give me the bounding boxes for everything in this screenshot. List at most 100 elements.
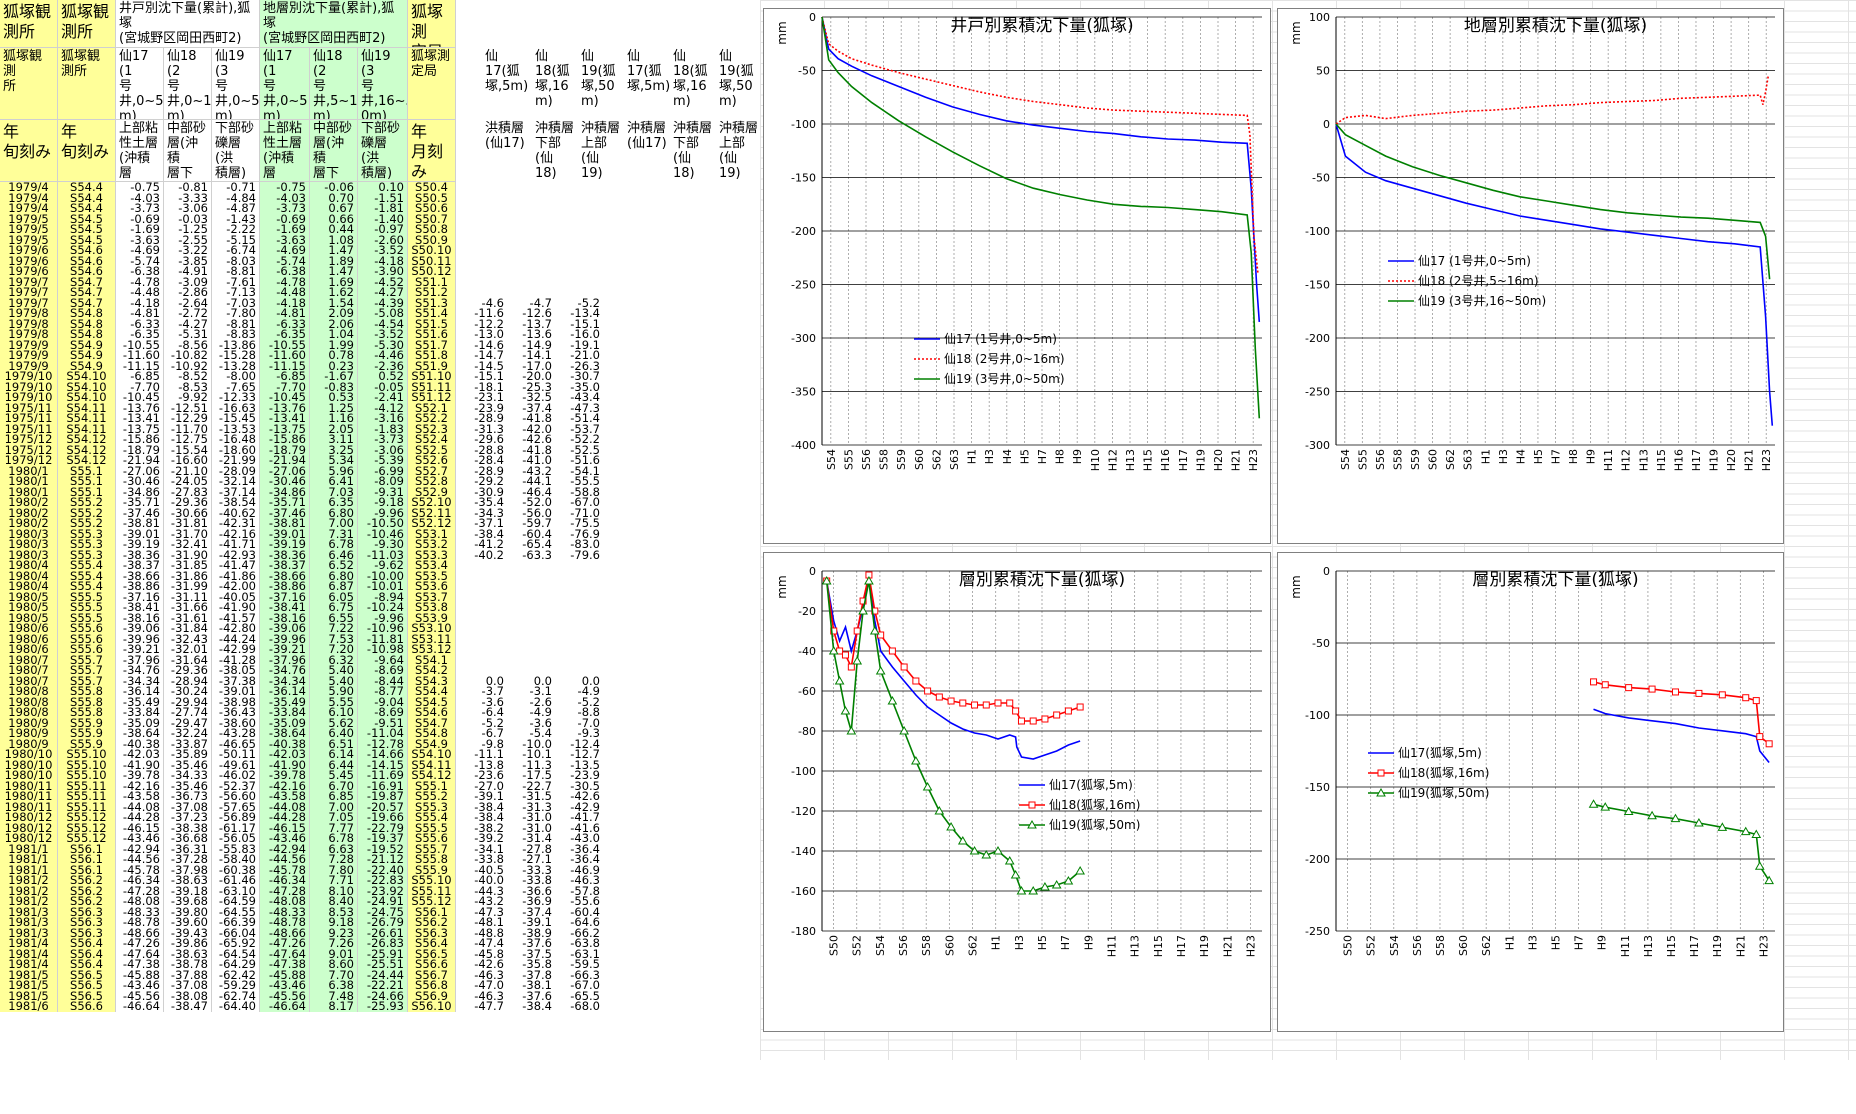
table-cell[interactable]: 1980/10	[0, 749, 58, 760]
table-cell[interactable]: -41.8	[522, 411, 552, 425]
table-cell[interactable]: -66.2	[570, 925, 600, 940]
table-cell[interactable]: -16.63	[212, 402, 260, 413]
table-cell[interactable]: 2.09	[310, 308, 358, 319]
table-cell[interactable]: -3.52	[358, 329, 408, 340]
table-cell[interactable]: -24.75	[358, 906, 408, 917]
table-cell[interactable]: -64.54	[212, 948, 260, 959]
table-cell[interactable]: -52.37	[212, 780, 260, 791]
table-cell[interactable]: -21.94	[260, 455, 310, 466]
header-cell[interactable]: 年 旬刻み	[58, 120, 116, 182]
table-cell[interactable]: -0.05	[358, 381, 408, 392]
table-cell[interactable]: S54.11	[58, 423, 116, 434]
table-cell[interactable]: S50.9	[408, 234, 456, 245]
table-cell[interactable]: -43.58	[116, 791, 164, 802]
table-cell[interactable]: -20.57	[358, 801, 408, 812]
table-cell[interactable]: 1980/1	[0, 465, 58, 476]
table-cell[interactable]: -38.64	[260, 728, 310, 739]
table-cell[interactable]: S55.7	[58, 675, 116, 686]
table-cell[interactable]: -13.41	[260, 413, 310, 424]
table-cell[interactable]: -39.01	[212, 686, 260, 697]
table-cell[interactable]: -44.28	[260, 812, 310, 823]
table-cell[interactable]: -35.09	[260, 717, 310, 728]
table-cell[interactable]: 1980/7	[0, 675, 58, 686]
table-cell[interactable]: -47.64	[116, 948, 164, 959]
table-cell[interactable]: 0.53	[310, 392, 358, 403]
table-cell[interactable]: 1979/10	[0, 371, 58, 382]
table-cell[interactable]: -58.40	[212, 854, 260, 865]
table-cell[interactable]: 1.25	[310, 402, 358, 413]
table-cell[interactable]: 6.44	[310, 759, 358, 770]
table-cell[interactable]: -5.15	[212, 234, 260, 245]
table-cell[interactable]: S53.11	[408, 633, 456, 644]
table-cell[interactable]: 1979/7	[0, 287, 58, 298]
table-cell[interactable]: -67.0	[570, 495, 600, 509]
table-cell[interactable]: 1980/9	[0, 717, 58, 728]
table-cell[interactable]: -10.1	[522, 747, 552, 761]
table-cell[interactable]: -35.71	[116, 497, 164, 508]
table-cell[interactable]: S51.5	[408, 318, 456, 329]
table-cell[interactable]: -10.50	[358, 518, 408, 529]
table-cell[interactable]: -31.64	[164, 654, 212, 665]
table-cell[interactable]: -11.70	[164, 423, 212, 434]
table-cell[interactable]: -63.1	[570, 946, 600, 961]
table-cell[interactable]: -65.5	[570, 988, 600, 1003]
table-cell[interactable]: -52.0	[522, 495, 552, 509]
table-cell[interactable]: S56.3	[58, 906, 116, 917]
chart-well-cumulative[interactable]: S54 S55 S56 S58 S59 S60 S62 S63 H1 H3 H4 H5 H7 H8 H9 H1…	[763, 8, 1271, 544]
header-cell[interactable]: 年 月刻み	[408, 120, 456, 182]
table-cell[interactable]: -25.51	[358, 959, 408, 970]
table-cell[interactable]: -44.1	[522, 474, 552, 488]
table-cell[interactable]: 0.70	[310, 192, 358, 203]
header-cell[interactable]: 狐塚観 測所	[58, 48, 116, 120]
table-cell[interactable]: -12.6	[522, 306, 552, 320]
table-cell[interactable]: -47.0	[474, 978, 504, 992]
table-cell[interactable]: S52.4	[408, 434, 456, 445]
table-cell[interactable]: -13.53	[212, 423, 260, 434]
table-cell[interactable]: 1980/8	[0, 707, 58, 718]
table-cell[interactable]: -60.4	[570, 904, 600, 919]
table-cell[interactable]: -13.86	[212, 339, 260, 350]
table-cell[interactable]: -31.81	[164, 518, 212, 529]
table-cell[interactable]: -42.94	[116, 843, 164, 854]
table-cell[interactable]: -4.91	[164, 266, 212, 277]
table-cell[interactable]: S55.9	[408, 864, 456, 875]
table-cell[interactable]: S55.3	[58, 549, 116, 560]
table-cell[interactable]: -22.21	[358, 980, 408, 991]
table-cell[interactable]: -23.92	[358, 885, 408, 896]
table-cell[interactable]: -7.70	[116, 381, 164, 392]
table-cell[interactable]: -13.8	[474, 757, 504, 772]
table-cell[interactable]: -3.63	[260, 234, 310, 245]
table-cell[interactable]: -44.24	[212, 633, 260, 644]
table-cell[interactable]: -48.78	[116, 917, 164, 928]
table-cell[interactable]: -31.90	[164, 549, 212, 560]
table-cell[interactable]: -47.28	[260, 885, 310, 896]
table-cell[interactable]: -47.7	[474, 999, 504, 1013]
table-cell[interactable]: -30.24	[164, 686, 212, 697]
table-cell[interactable]: -4.9	[577, 684, 600, 698]
table-cell[interactable]: -22.40	[358, 864, 408, 875]
table-cell[interactable]: 1980/5	[0, 591, 58, 602]
table-cell[interactable]: -38.37	[116, 560, 164, 571]
table-cell[interactable]: -42.6	[570, 789, 600, 803]
table-cell[interactable]: -44.28	[116, 812, 164, 823]
table-cell[interactable]: -4.52	[358, 276, 408, 287]
table-cell[interactable]: -65.4	[522, 537, 552, 551]
table-cell[interactable]: -40.05	[212, 591, 260, 602]
table-cell[interactable]: 1979/9	[0, 360, 58, 371]
header-cell[interactable]: 井戸別沈下量(累計),狐塚 (宮城野区岡田西町2)	[116, 0, 260, 48]
table-cell[interactable]: -8.8	[577, 705, 600, 719]
table-cell[interactable]: -43.46	[260, 833, 310, 844]
table-cell[interactable]: -45.78	[260, 864, 310, 875]
table-cell[interactable]: -30.46	[116, 476, 164, 487]
table-cell[interactable]: -0.83	[310, 381, 358, 392]
table-cell[interactable]: -43.28	[212, 728, 260, 739]
table-cell[interactable]: -21.10	[164, 465, 212, 476]
table-cell[interactable]: -10.00	[358, 570, 408, 581]
table-cell[interactable]: -12.78	[358, 738, 408, 749]
table-cell[interactable]: -37.98	[164, 864, 212, 875]
header-cell[interactable]: 仙 19(狐 塚,50 m)	[581, 49, 616, 109]
table-cell[interactable]: -40.5	[474, 862, 504, 877]
table-cell[interactable]: -3.1	[529, 684, 552, 698]
table-cell[interactable]: -26.79	[358, 917, 408, 928]
table-cell[interactable]: -28.4	[474, 453, 504, 467]
